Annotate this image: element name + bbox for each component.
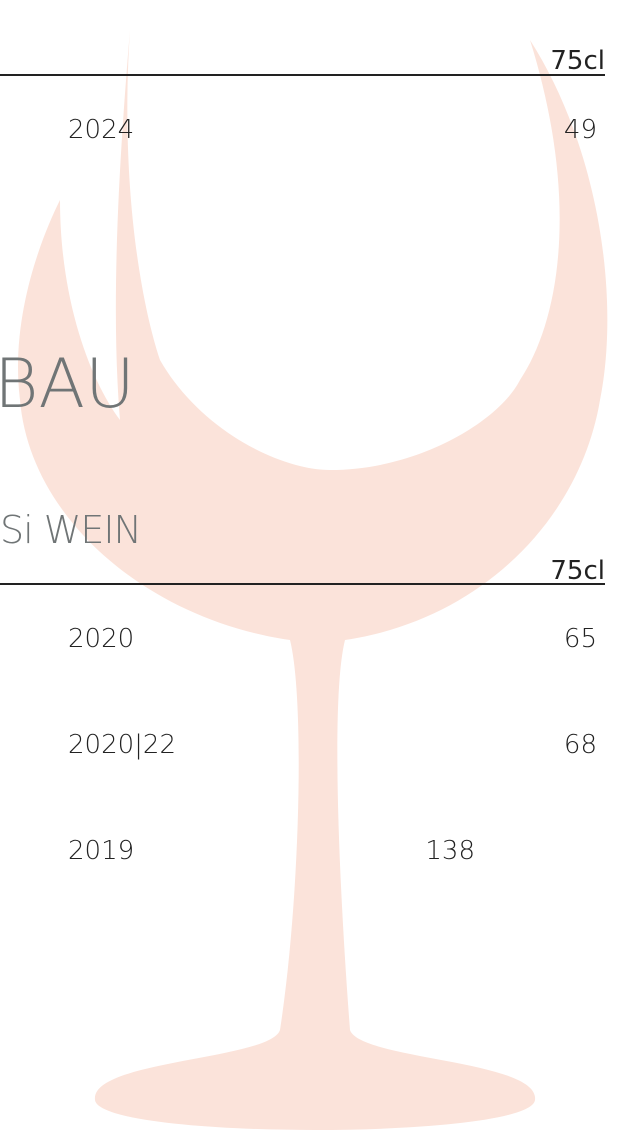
vintage: 2020 bbox=[68, 624, 135, 654]
vintage: 2019 bbox=[68, 836, 135, 866]
unit-label: 75cl bbox=[550, 556, 605, 586]
section-heading: BAU bbox=[0, 345, 135, 424]
vintage: 2024 bbox=[68, 115, 135, 145]
section-subheading: Si WEIN bbox=[0, 508, 142, 552]
divider bbox=[0, 583, 605, 585]
price: 68 bbox=[563, 730, 597, 760]
unit-label: 75cl bbox=[550, 46, 605, 76]
price: 138 bbox=[425, 836, 475, 866]
price: 49 bbox=[563, 115, 597, 145]
divider bbox=[0, 74, 605, 76]
price: 65 bbox=[563, 624, 597, 654]
vintage: 2020|22 bbox=[68, 730, 177, 760]
